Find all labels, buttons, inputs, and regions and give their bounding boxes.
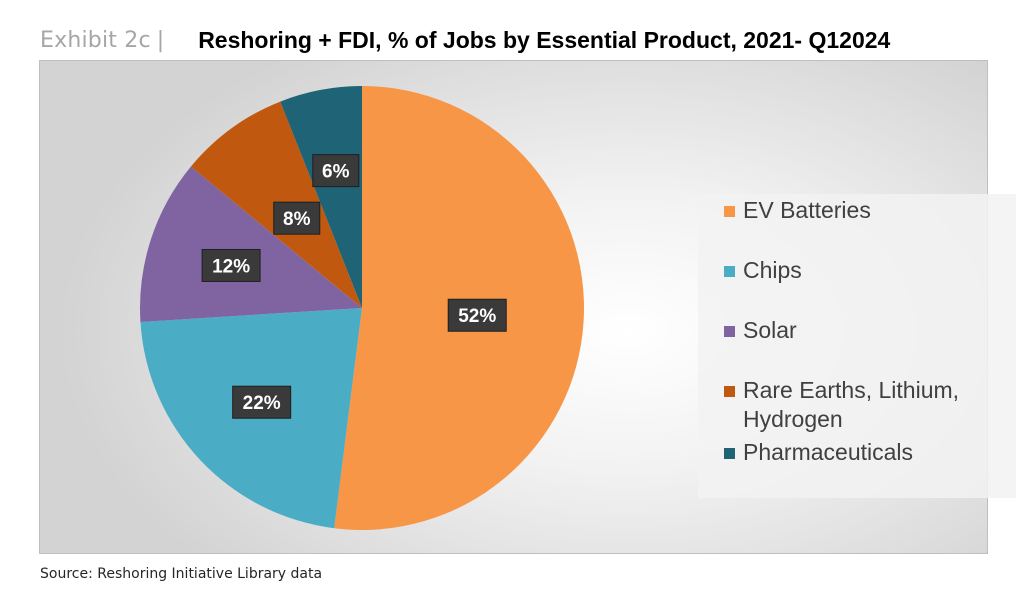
data-label: 22% xyxy=(232,385,292,419)
legend-label: Rare Earths, Lithium, Hydrogen xyxy=(743,377,960,432)
legend-label: EV Batteries xyxy=(743,197,871,223)
data-label-box xyxy=(201,248,261,282)
pie-chart: 52% 22% 12% 8% 6% xyxy=(140,86,584,530)
data-label-box xyxy=(447,298,507,332)
exhibit-label: Exhibit 2c xyxy=(40,27,151,53)
data-label: 6% xyxy=(312,154,360,188)
legend-swatch xyxy=(724,206,735,217)
legend-swatch xyxy=(724,266,735,277)
legend-item: Pharmaceuticals xyxy=(724,438,1013,467)
data-label: 8% xyxy=(273,201,321,235)
title-separator: | xyxy=(156,27,165,53)
data-label-text: 52% xyxy=(458,306,496,327)
source-note: Source: Reshoring Initiative Library dat… xyxy=(40,566,323,582)
data-label-text: 12% xyxy=(212,256,250,277)
legend-item: Solar xyxy=(724,316,1013,345)
chart-legend: EV Batteries Chips Solar Rare Earths, Lithi… xyxy=(698,194,1016,498)
data-label: 52% xyxy=(447,298,507,332)
header: Exhibit 2c | Reshoring + FDI, % of Jobs … xyxy=(40,22,1000,58)
chart-panel: 52% 22% 12% 8% 6% EV Batteries Chips Solar Rare… xyxy=(39,60,1016,554)
legend-label: Solar xyxy=(743,317,797,343)
data-label-text: 22% xyxy=(243,393,281,414)
chart-title: Reshoring + FDI, % of Jobs by Essential … xyxy=(198,26,891,53)
legend-swatch xyxy=(724,448,735,459)
data-label-box xyxy=(312,154,360,188)
legend-swatch xyxy=(724,326,735,337)
legend-swatch xyxy=(724,386,735,397)
legend-item: Chips xyxy=(724,256,1013,285)
data-label-text: 8% xyxy=(283,209,311,230)
data-label-text: 6% xyxy=(322,162,350,183)
legend-item: EV Batteries xyxy=(724,196,1013,225)
data-label: 12% xyxy=(201,248,261,282)
pie-slice-solar xyxy=(140,166,362,322)
legend-label: Pharmaceuticals xyxy=(743,439,914,465)
pie-slice-pharmaceuticals xyxy=(280,86,362,308)
legend-item: Rare Earths, Lithium, Hydrogen xyxy=(724,376,1013,434)
data-label-box xyxy=(273,201,321,235)
data-label-box xyxy=(232,385,292,419)
legend-label: Chips xyxy=(743,257,802,283)
